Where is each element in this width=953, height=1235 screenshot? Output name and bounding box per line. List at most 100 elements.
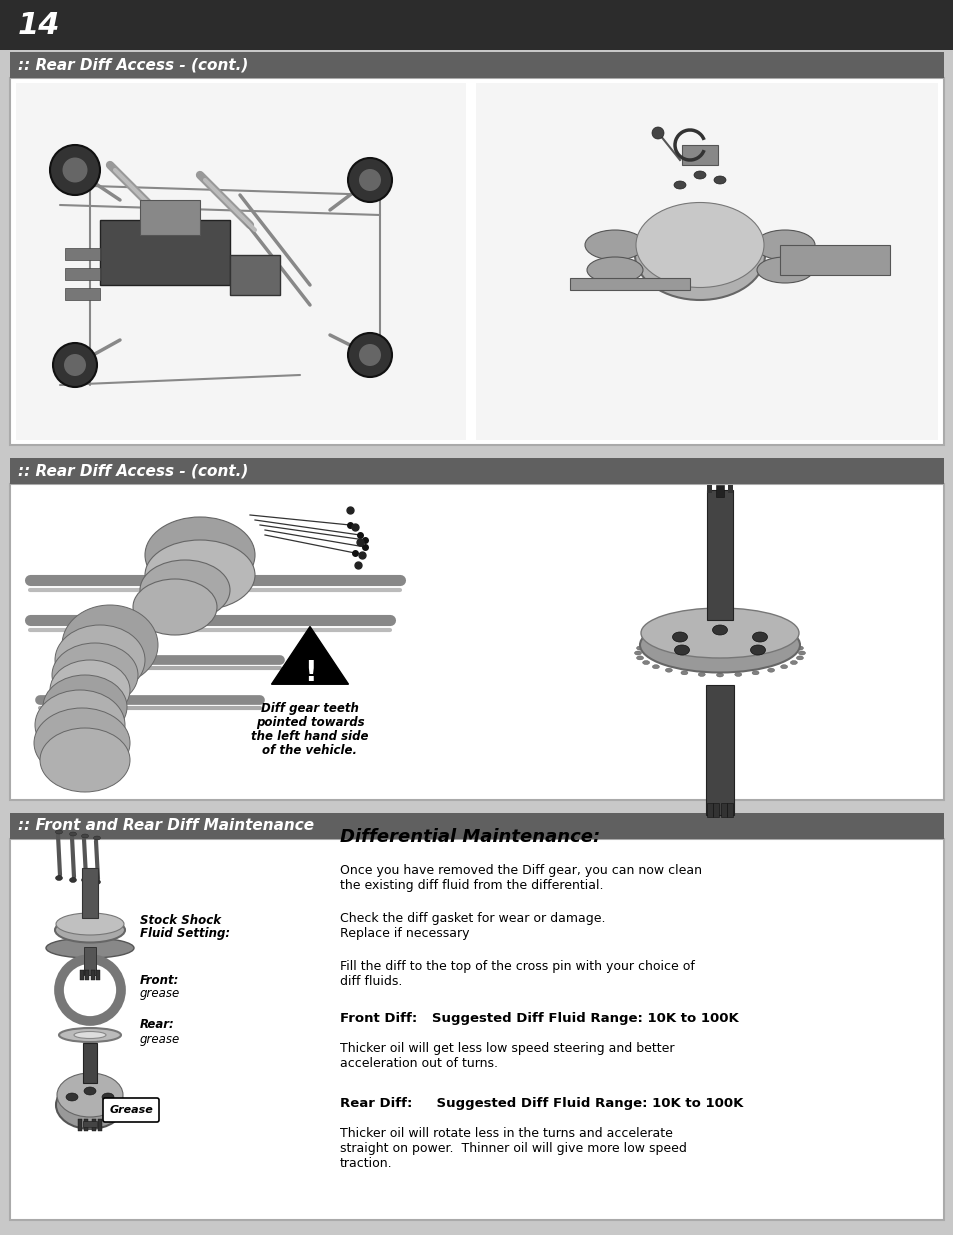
Bar bbox=[78, 1119, 82, 1131]
Ellipse shape bbox=[716, 673, 722, 677]
Bar bbox=[96, 969, 100, 981]
Ellipse shape bbox=[698, 630, 704, 634]
Text: traction.: traction. bbox=[339, 1157, 393, 1170]
Ellipse shape bbox=[55, 876, 63, 881]
Text: :: Rear Diff Access - (cont.): :: Rear Diff Access - (cont.) bbox=[18, 463, 248, 478]
Ellipse shape bbox=[796, 646, 802, 650]
Ellipse shape bbox=[586, 257, 642, 283]
Ellipse shape bbox=[84, 1087, 96, 1095]
Bar bbox=[65, 288, 100, 300]
Ellipse shape bbox=[652, 664, 659, 668]
Circle shape bbox=[348, 333, 392, 377]
Bar bbox=[0, 0, 953, 49]
Text: Fill the diff to the top of the cross pin with your choice of: Fill the diff to the top of the cross pi… bbox=[339, 960, 694, 973]
Ellipse shape bbox=[734, 672, 741, 677]
Bar bbox=[569, 278, 689, 290]
Ellipse shape bbox=[789, 661, 797, 664]
Text: Grease: Grease bbox=[109, 1105, 152, 1115]
Ellipse shape bbox=[636, 203, 763, 288]
Text: Suggested Diff Fluid Range: 10K to 100K: Suggested Diff Fluid Range: 10K to 100K bbox=[417, 1097, 742, 1110]
Ellipse shape bbox=[798, 651, 804, 655]
Bar bbox=[712, 803, 719, 818]
Ellipse shape bbox=[93, 879, 100, 884]
Text: the left hand side: the left hand side bbox=[251, 730, 369, 743]
Ellipse shape bbox=[680, 671, 687, 674]
Bar bbox=[83, 1044, 97, 1083]
Ellipse shape bbox=[672, 632, 687, 642]
Bar bbox=[84, 1119, 88, 1131]
Bar bbox=[84, 947, 96, 974]
Bar bbox=[705, 685, 733, 815]
Ellipse shape bbox=[140, 559, 230, 620]
Ellipse shape bbox=[636, 656, 643, 659]
Ellipse shape bbox=[55, 918, 125, 942]
Bar bbox=[91, 969, 95, 981]
Text: Rear Diff:: Rear Diff: bbox=[339, 1097, 412, 1110]
Bar bbox=[65, 268, 100, 280]
Bar bbox=[10, 78, 943, 445]
Ellipse shape bbox=[673, 182, 685, 189]
Text: Check the diff gasket for wear or damage.: Check the diff gasket for wear or damage… bbox=[339, 911, 605, 925]
Ellipse shape bbox=[780, 664, 787, 668]
Bar bbox=[82, 868, 98, 918]
Bar bbox=[10, 813, 943, 839]
Ellipse shape bbox=[93, 836, 100, 840]
Ellipse shape bbox=[693, 170, 705, 179]
Text: Replace if necessary: Replace if necessary bbox=[339, 927, 469, 940]
Text: Rear:: Rear: bbox=[140, 1019, 174, 1031]
Ellipse shape bbox=[74, 1031, 106, 1039]
Ellipse shape bbox=[680, 631, 687, 635]
Circle shape bbox=[358, 169, 380, 191]
Text: the existing diff fluid from the differential.: the existing diff fluid from the differe… bbox=[339, 879, 603, 892]
Bar bbox=[98, 1119, 102, 1131]
Text: straight on power.  Thinner oil will give more low speed: straight on power. Thinner oil will give… bbox=[339, 1142, 686, 1155]
Ellipse shape bbox=[642, 641, 649, 646]
Bar bbox=[16, 83, 465, 440]
Ellipse shape bbox=[67, 967, 113, 1014]
Bar bbox=[726, 803, 732, 818]
Text: Front:: Front: bbox=[140, 973, 179, 987]
Text: !: ! bbox=[303, 659, 316, 687]
Ellipse shape bbox=[132, 579, 216, 635]
Ellipse shape bbox=[734, 630, 741, 634]
Bar bbox=[80, 969, 84, 981]
Bar bbox=[706, 490, 732, 620]
Text: of the vehicle.: of the vehicle. bbox=[262, 745, 357, 757]
Ellipse shape bbox=[754, 230, 814, 261]
Ellipse shape bbox=[50, 659, 130, 720]
Ellipse shape bbox=[56, 913, 124, 935]
Bar bbox=[681, 144, 718, 165]
Ellipse shape bbox=[751, 631, 759, 635]
Bar bbox=[100, 220, 230, 285]
Ellipse shape bbox=[34, 708, 130, 778]
Ellipse shape bbox=[664, 668, 672, 672]
Text: Thicker oil will rotate less in the turns and accelerate: Thicker oil will rotate less in the turn… bbox=[339, 1128, 672, 1140]
Ellipse shape bbox=[780, 637, 787, 641]
Bar bbox=[10, 484, 943, 800]
Circle shape bbox=[53, 343, 97, 387]
Ellipse shape bbox=[43, 676, 127, 739]
Ellipse shape bbox=[636, 646, 643, 650]
Ellipse shape bbox=[52, 643, 138, 706]
Bar bbox=[706, 485, 711, 493]
Bar bbox=[65, 248, 100, 261]
Ellipse shape bbox=[55, 625, 145, 695]
Bar bbox=[85, 969, 89, 981]
Circle shape bbox=[50, 144, 100, 195]
Text: Differential Maintenance:: Differential Maintenance: bbox=[339, 827, 599, 846]
Ellipse shape bbox=[145, 517, 254, 593]
Ellipse shape bbox=[62, 605, 158, 685]
Text: diff fluids.: diff fluids. bbox=[339, 974, 402, 988]
Ellipse shape bbox=[751, 671, 759, 674]
Text: Suggested Diff Fluid Range: 10K to 100K: Suggested Diff Fluid Range: 10K to 100K bbox=[417, 1011, 738, 1025]
Ellipse shape bbox=[55, 830, 63, 834]
Ellipse shape bbox=[752, 632, 767, 642]
Text: grease: grease bbox=[140, 1032, 180, 1046]
Ellipse shape bbox=[145, 540, 254, 610]
Ellipse shape bbox=[640, 608, 799, 658]
Text: pointed towards: pointed towards bbox=[255, 716, 364, 729]
Text: :: Front and Rear Diff Maintenance: :: Front and Rear Diff Maintenance bbox=[18, 819, 314, 834]
Bar bbox=[716, 485, 723, 496]
Ellipse shape bbox=[698, 672, 704, 677]
Ellipse shape bbox=[634, 651, 640, 655]
